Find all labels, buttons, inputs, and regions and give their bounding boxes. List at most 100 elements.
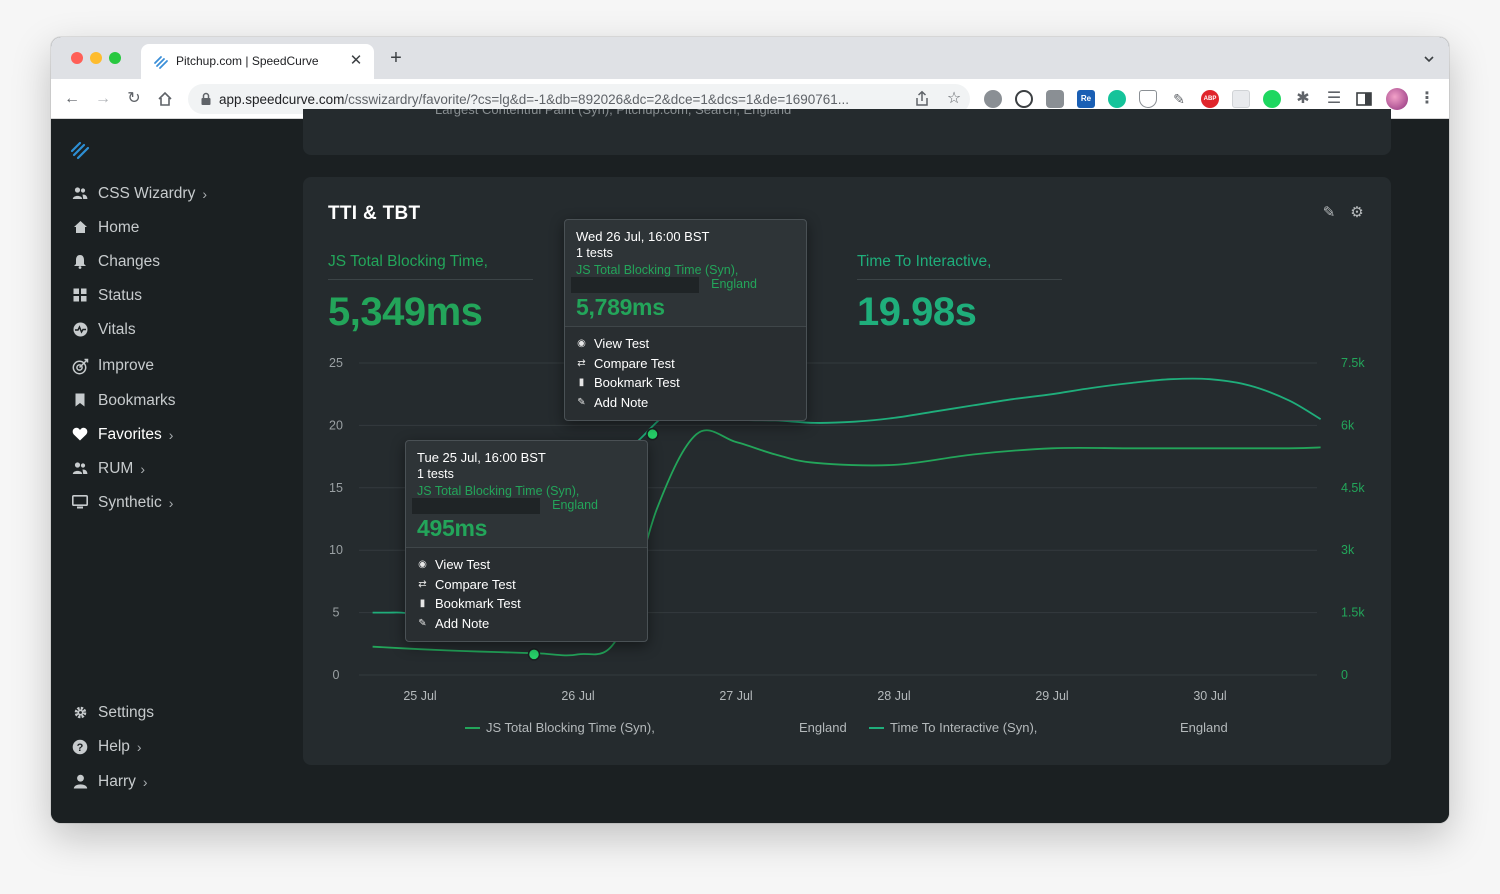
extension-camera-icon[interactable] xyxy=(1046,90,1064,108)
chevron-down-icon[interactable] xyxy=(1423,53,1435,65)
sidebar-item-label: RUM xyxy=(98,460,134,477)
compare-test-button[interactable]: ⇄ Compare Test xyxy=(577,355,675,371)
tab-title: Pitchup.com | SpeedCurve xyxy=(176,54,319,68)
close-tab-icon[interactable]: ✕ xyxy=(349,52,363,69)
profile-avatar[interactable] xyxy=(1386,88,1408,110)
back-icon[interactable]: ← xyxy=(64,90,80,107)
tti-tbt-chart[interactable]: 0 5 10 15 20 25 0 1.5k 3k 4.5k 6k 7.5k 25 Jul 26 Jul 2… xyxy=(303,177,1391,765)
sidebar-item-improve[interactable]: Improve xyxy=(71,354,154,378)
y-right-tick-label: 0 xyxy=(1341,668,1348,682)
forward-icon[interactable]: → xyxy=(95,90,111,107)
y-left-tick-label: 0 xyxy=(333,668,340,682)
y-left-tick-label: 15 xyxy=(329,481,343,495)
bookmark-test-button[interactable]: ▮ Bookmark Test xyxy=(417,594,636,614)
metric-tti-value: 19.98s xyxy=(857,290,977,334)
view-test-button[interactable]: ◉ View Test xyxy=(577,336,650,352)
compare-test-button[interactable]: ⇄ Compare Test xyxy=(418,576,516,592)
redacted-block xyxy=(571,277,699,293)
sidebar-item-settings[interactable]: Settings xyxy=(71,701,154,725)
compare-arrows-icon: ⇄ xyxy=(577,357,586,369)
pencil-icon: ✎ xyxy=(577,396,586,408)
sidebar-item-status[interactable]: Status xyxy=(71,284,142,308)
sidebar-item-label: Home xyxy=(98,219,140,236)
previous-chart-card: Largest Contentful Paint (Syn), Pitchup.… xyxy=(303,109,1391,155)
sidebar-item-css-wizardry[interactable]: CSS Wizardry › xyxy=(71,182,207,206)
y-left-tick-label: 10 xyxy=(329,543,343,557)
add-note-button[interactable]: ✎ Add Note xyxy=(577,394,649,410)
bookmark-test-button[interactable]: ▮ Bookmark Test xyxy=(576,373,795,393)
tooltip-wed: Wed 26 Jul, 16:00 BST 1 tests JS Total B… xyxy=(564,219,807,421)
tti-tbt-card: 0 5 10 15 20 25 0 1.5k 3k 4.5k 6k 7.5k 25 Jul 26 Jul 2… xyxy=(303,177,1391,765)
extension-info-icon[interactable] xyxy=(1015,90,1033,108)
tooltip-date: Wed 26 Jul, 16:00 BST xyxy=(576,229,710,244)
grid-icon xyxy=(71,288,89,304)
bookmark-icon: ▮ xyxy=(578,377,585,389)
sidebar-item-home[interactable]: Home xyxy=(71,216,139,240)
bell-icon xyxy=(71,254,89,270)
legend-tti-region: England xyxy=(1180,720,1228,735)
chevron-right-icon: › xyxy=(202,186,207,202)
x-tick-label: 27 Jul xyxy=(719,689,752,703)
legend-tbt-label: JS Total Blocking Time (Syn), xyxy=(486,720,655,735)
maximize-window-button[interactable] xyxy=(109,52,121,64)
star-icon[interactable]: ☆ xyxy=(946,90,962,107)
reload-icon[interactable]: ↻ xyxy=(127,90,141,107)
edit-pencil-icon[interactable]: ✎ xyxy=(1322,204,1336,221)
sidebar-item-bookmarks[interactable]: Bookmarks xyxy=(71,389,176,413)
chevron-right-icon: › xyxy=(140,461,145,477)
sidebar-item-label: Help xyxy=(98,738,130,755)
minimize-window-button[interactable] xyxy=(90,52,102,64)
browser-tab[interactable]: Pitchup.com | SpeedCurve ✕ xyxy=(141,44,374,79)
extension-adblock-icon[interactable]: ABP xyxy=(1201,90,1219,108)
sidebar-item-label: Harry xyxy=(98,773,136,790)
new-tab-icon[interactable]: + xyxy=(390,47,402,69)
sidebar-item-vitals[interactable]: Vitals xyxy=(71,318,136,342)
previous-chart-legend: Largest Contentful Paint (Syn), Pitchup.… xyxy=(435,109,792,117)
tooltip-region: England xyxy=(711,277,757,291)
lock-icon xyxy=(201,92,211,105)
extension-grammarly-icon[interactable] xyxy=(1108,90,1126,108)
home-icon[interactable] xyxy=(155,89,175,109)
bookmark-icon xyxy=(71,393,89,409)
legend-tti[interactable]: Time To Interactive (Syn), xyxy=(869,720,1037,735)
extension-pin-icon[interactable]: ✎ xyxy=(1173,91,1185,107)
kebab-menu-icon[interactable]: ⋮ xyxy=(1419,90,1435,107)
y-right-tick-label: 6k xyxy=(1341,418,1355,432)
app-content: CSS Wizardry › Home Changes Status Vitals Impr… xyxy=(51,109,1449,823)
sidebar-item-changes[interactable]: Changes xyxy=(71,250,160,274)
target-icon xyxy=(71,358,89,375)
sidebar-item-label: Synthetic xyxy=(98,494,162,511)
side-panel-icon[interactable] xyxy=(1355,90,1373,108)
add-note-button[interactable]: ✎ Add Note xyxy=(418,615,490,631)
gear-icon xyxy=(71,705,89,721)
view-test-button[interactable]: ◉ View Test xyxy=(418,557,491,573)
chevron-right-icon: › xyxy=(136,739,142,755)
sidebar-item-label: Bookmarks xyxy=(98,392,176,409)
speedcurve-logo-icon[interactable] xyxy=(69,139,91,161)
metric-tti: Time To Interactive, 19.98s xyxy=(857,253,1062,335)
extension-settings-icon[interactable] xyxy=(984,90,1002,108)
sidebar-item-label: Settings xyxy=(98,704,155,721)
legend-tbt[interactable]: JS Total Blocking Time (Syn), xyxy=(465,720,655,735)
tooltip-series: JS Total Blocking Time (Syn), xyxy=(417,484,580,498)
gear-icon[interactable]: ⚙ xyxy=(1350,204,1364,221)
puzzle-icon[interactable]: ✱ xyxy=(1296,90,1310,107)
speedcurve-favicon-icon xyxy=(154,56,168,69)
extension-blank-icon[interactable] xyxy=(1232,90,1250,108)
sidebar-item-rum[interactable]: RUM › xyxy=(71,457,145,481)
sidebar-item-help[interactable]: ? Help › xyxy=(71,735,142,759)
sidebar-item-harry[interactable]: Harry › xyxy=(71,770,148,794)
close-window-button[interactable] xyxy=(71,52,83,64)
card-title: TTI & TBT xyxy=(328,203,421,224)
sidebar-item-synthetic[interactable]: Synthetic › xyxy=(71,491,173,515)
tooltip-tue: Tue 25 Jul, 16:00 BST 1 tests JS Total B… xyxy=(405,440,648,642)
media-queue-icon[interactable]: ☰ xyxy=(1326,90,1342,107)
y-left-tick-label: 5 xyxy=(333,606,340,620)
share-icon[interactable] xyxy=(913,90,931,108)
extension-shield-icon[interactable] xyxy=(1139,90,1157,108)
extension-readability-icon[interactable]: Re xyxy=(1077,90,1095,108)
sidebar-item-label: Changes xyxy=(98,253,161,270)
sidebar-item-favorites[interactable]: Favorites › xyxy=(71,423,173,447)
sidebar-item-label: Favorites xyxy=(98,426,162,443)
extension-green-dot-icon[interactable] xyxy=(1263,90,1281,108)
